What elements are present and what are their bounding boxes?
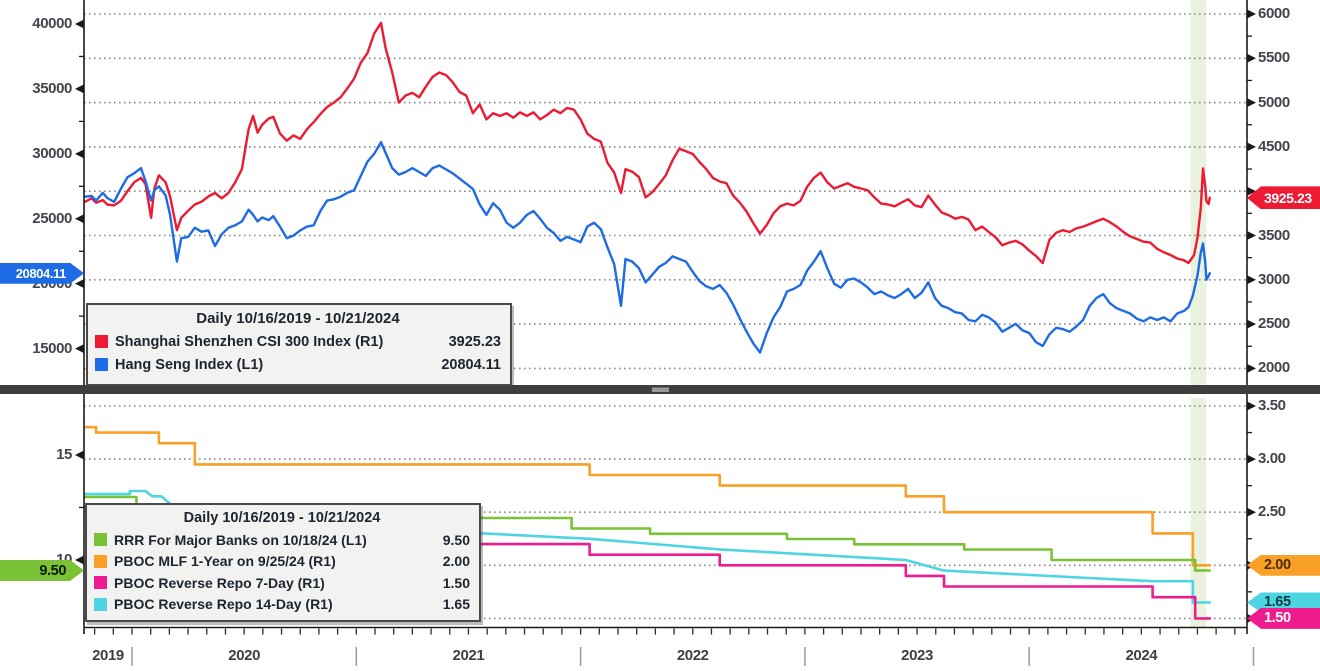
axis-tick-arrow bbox=[1247, 53, 1256, 63]
legend-row-hsi: Hang Seng Index (L1) 20804.11 bbox=[95, 353, 501, 376]
repo14-last-price-badge: 1.65 bbox=[1247, 592, 1320, 613]
legend-period-title: Daily 10/16/2019 - 10/21/2024 bbox=[196, 310, 400, 327]
csi300-swatch-icon bbox=[95, 335, 108, 348]
axis-tick-label: 5000 bbox=[1258, 93, 1290, 111]
legend-row-csi300: Shanghai Shenzhen CSI 300 Index (R1) 3925… bbox=[95, 330, 501, 353]
csi300-last-price-badge: 3925.23 bbox=[1247, 186, 1320, 210]
axis-tick-label: 3500 bbox=[1258, 226, 1290, 244]
axis-tick-arrow bbox=[75, 279, 84, 289]
x-axis-year-label: 2023 bbox=[901, 647, 933, 664]
repo7-swatch-icon bbox=[94, 576, 107, 590]
legend-series-value: 1.50 bbox=[442, 574, 470, 591]
panel-divider-handle[interactable] bbox=[652, 387, 669, 393]
rrr-swatch-icon bbox=[94, 533, 107, 547]
axis-tick-arrow bbox=[75, 84, 84, 94]
axis-tick-arrow bbox=[1247, 186, 1256, 196]
axis-tick-arrow bbox=[1247, 9, 1256, 19]
x-axis-year-label: 2019 bbox=[92, 647, 124, 664]
mlf-line bbox=[83, 425, 1212, 567]
repo7-last-price-badge: 1.50 bbox=[1247, 607, 1320, 629]
axis-tick-label: 30000 bbox=[32, 144, 72, 162]
axis-tick-label: 15 bbox=[56, 446, 72, 463]
legend-row-repo14: PBOC Reverse Repo 14-Day (R1) 1.65 bbox=[94, 594, 470, 616]
axis-tick-label: 3.50 bbox=[1258, 397, 1286, 414]
legend-series-value: 9.50 bbox=[442, 531, 470, 548]
axis-tick-label: 15000 bbox=[32, 339, 72, 357]
axis-tick-arrow bbox=[1247, 275, 1256, 285]
axis-tick-label: 2500 bbox=[1258, 315, 1290, 333]
legend-series-value: 1.65 bbox=[442, 596, 470, 613]
top-panel-legend[interactable]: Daily 10/16/2019 - 10/21/2024 Shanghai S… bbox=[86, 303, 512, 386]
axis-tick-arrow bbox=[1247, 142, 1256, 152]
mlf-last-price-badge: 2.00 bbox=[1247, 554, 1320, 576]
axis-tick-arrow bbox=[1247, 231, 1256, 240]
repo14-line bbox=[83, 489, 1212, 604]
mlf-swatch-icon bbox=[94, 554, 107, 568]
axis-tick-arrow bbox=[1247, 319, 1256, 329]
axis-tick-label: 2000 bbox=[1258, 359, 1290, 377]
legend-series-label: RRR For Major Banks on 10/18/24 (L1) bbox=[114, 531, 367, 548]
legend-series-label: PBOC Reverse Repo 14-Day (R1) bbox=[114, 596, 333, 613]
legend-row-mlf: PBOC MLF 1-Year on 9/25/24 (R1) 2.00 bbox=[94, 551, 470, 573]
axis-tick-arrow bbox=[75, 344, 84, 354]
axis-tick-arrow bbox=[1247, 454, 1256, 464]
axis-tick-label: 5500 bbox=[1258, 49, 1290, 67]
legend-series-label: PBOC MLF 1-Year on 9/25/24 (R1) bbox=[114, 553, 336, 570]
axis-tick-arrow bbox=[75, 214, 84, 224]
rrr-last-price-badge: 9.50 bbox=[0, 560, 84, 581]
legend-series-label: Shanghai Shenzhen CSI 300 Index (R1) bbox=[115, 333, 384, 350]
axis-tick-arrow bbox=[1247, 98, 1256, 108]
axis-tick-label: 3000 bbox=[1258, 270, 1290, 288]
legend-series-value: 20804.11 bbox=[441, 356, 501, 373]
axis-tick-label: 40000 bbox=[32, 15, 72, 32]
x-axis-year-label: 2022 bbox=[676, 647, 709, 664]
hsi-line bbox=[83, 141, 1211, 354]
legend-period-title: Daily 10/16/2019 - 10/21/2024 bbox=[183, 510, 381, 526]
axis-tick-label: 35000 bbox=[32, 79, 72, 97]
axis-tick-label: 6000 bbox=[1258, 5, 1290, 22]
axis-tick-label: 4500 bbox=[1258, 137, 1290, 155]
axis-tick-arrow bbox=[75, 149, 84, 159]
axis-tick-arrow bbox=[75, 555, 84, 565]
legend-rows: RRR For Major Banks on 10/18/24 (L1) 9.50… bbox=[94, 529, 470, 615]
repo14-swatch-icon bbox=[94, 597, 107, 611]
axis-tick-arrow bbox=[1247, 363, 1256, 373]
x-axis-year-label: 2020 bbox=[228, 647, 261, 664]
legend-series-value: 3925.23 bbox=[448, 333, 501, 350]
legend-series-label: PBOC Reverse Repo 7-Day (R1) bbox=[114, 574, 325, 591]
axis-tick-arrow bbox=[75, 19, 84, 29]
bottom-panel-legend[interactable]: Daily 10/16/2019 - 10/21/2024 RRR For Ma… bbox=[85, 503, 481, 622]
axis-tick-label: 2.50 bbox=[1258, 503, 1286, 521]
legend-series-value: 2.00 bbox=[442, 553, 470, 570]
axis-tick-arrow bbox=[1247, 507, 1256, 517]
axis-tick-arrow bbox=[75, 450, 84, 460]
legend-row-repo7: PBOC Reverse Repo 7-Day (R1) 1.50 bbox=[94, 572, 470, 594]
axis-tick-arrow bbox=[1247, 401, 1256, 411]
x-axis-year-label: 2021 bbox=[452, 647, 485, 664]
axis-tick-label: 3.00 bbox=[1258, 450, 1286, 468]
legend-rows: Shanghai Shenzhen CSI 300 Index (R1) 3925… bbox=[95, 330, 501, 376]
csi300-line bbox=[83, 21, 1211, 265]
hsi-last-price-badge: 20804.11 bbox=[0, 262, 84, 284]
axis-tick-label: 25000 bbox=[32, 209, 72, 227]
hsi-swatch-icon bbox=[95, 358, 108, 371]
x-axis-year-label: 2024 bbox=[1125, 647, 1158, 664]
legend-row-rrr: RRR For Major Banks on 10/18/24 (L1) 9.50 bbox=[94, 529, 470, 551]
legend-series-label: Hang Seng Index (L1) bbox=[115, 356, 264, 373]
